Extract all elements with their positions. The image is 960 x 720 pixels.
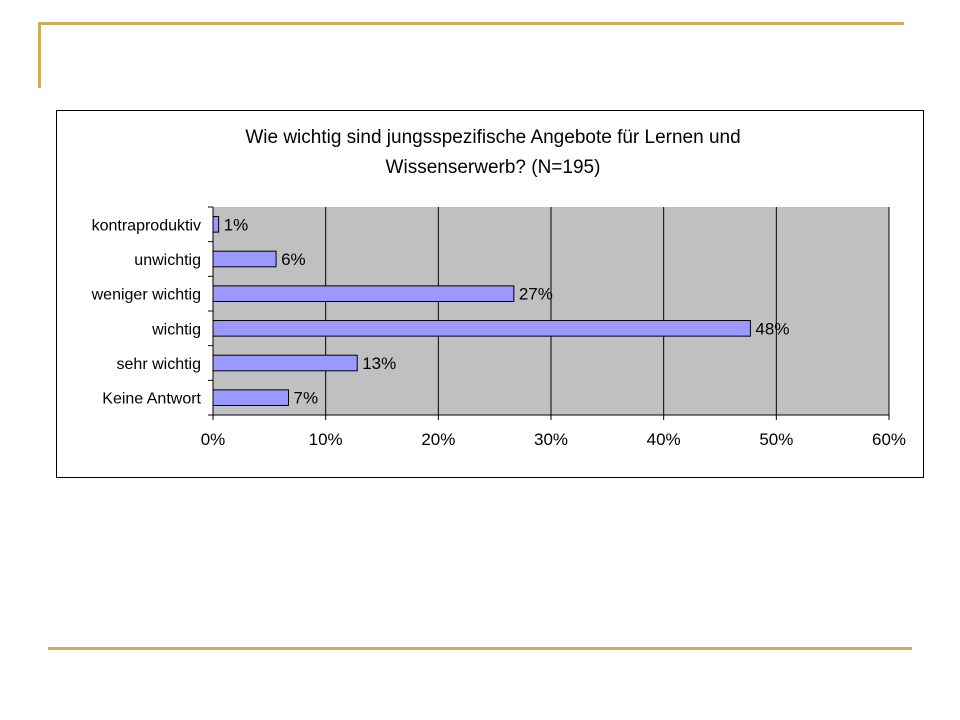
- category-label: kontraproduktiv: [92, 217, 201, 234]
- data-label: 48%: [755, 319, 789, 338]
- data-label: 1%: [224, 215, 249, 234]
- category-label: weniger wichtig: [91, 287, 201, 304]
- bar: [212, 354, 358, 372]
- bottom-accent-line: [48, 647, 912, 650]
- x-tick-label: 40%: [647, 430, 681, 449]
- x-tick-label: 60%: [872, 430, 906, 449]
- x-tick-label: 10%: [309, 430, 343, 449]
- bar: [212, 389, 289, 406]
- bar: [212, 320, 751, 337]
- chart-frame: Wie wichtig sind jungsspezifische Angebo…: [56, 110, 924, 478]
- x-tick-label: 50%: [759, 430, 793, 449]
- x-tick-label: 20%: [421, 430, 455, 449]
- category-label: unwichtig: [134, 252, 201, 269]
- x-tick-label: 0%: [201, 430, 226, 449]
- bar: [212, 216, 220, 233]
- data-label: 6%: [281, 250, 306, 269]
- data-label: 27%: [519, 285, 553, 304]
- category-label: sehr wichtig: [117, 356, 201, 373]
- bar-chart: Wie wichtig sind jungsspezifische Angebo…: [91, 127, 906, 449]
- x-tick-label: 30%: [534, 430, 568, 449]
- category-label: wichtig: [151, 321, 201, 338]
- left-accent-line: [38, 22, 41, 88]
- chart-title-line-2: Wissenserwerb? (N=195): [386, 157, 601, 178]
- chart-title-line-1: Wie wichtig sind jungsspezifische Angebo…: [245, 127, 740, 148]
- bar: [212, 285, 515, 302]
- top-accent-line: [40, 22, 904, 25]
- category-label: Keine Antwort: [102, 391, 201, 408]
- data-label: 13%: [362, 354, 396, 373]
- bar: [212, 250, 277, 268]
- data-label: 7%: [293, 389, 318, 408]
